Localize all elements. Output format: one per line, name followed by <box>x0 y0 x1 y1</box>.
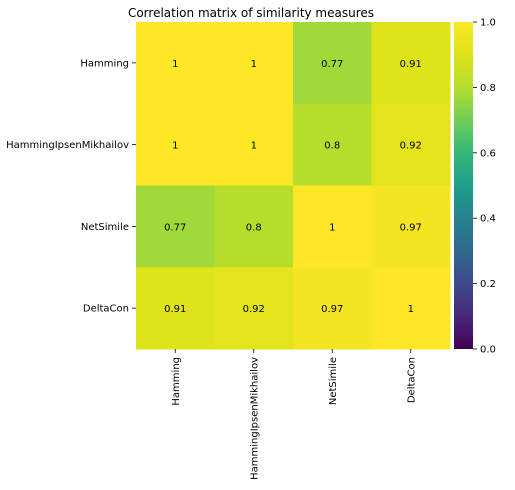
colorbar-tick-label-1: 0.2 <box>480 279 496 290</box>
cell-value-labels: 1 1 0.77 0.91 1 1 0.8 0.92 0.77 0.8 1 0.97 0.91 0.92 0… <box>164 59 422 315</box>
chart-title: Correlation matrix of similarity measure… <box>128 6 374 20</box>
cell-value-label-1-2: 0.8 <box>324 141 340 152</box>
cell-value-label-3-2: 0.97 <box>321 304 343 315</box>
cell-value-label-0-3: 0.91 <box>400 59 422 70</box>
heatmap-cell-1-3 <box>371 103 451 186</box>
row-tick-label-3: DeltaCon <box>83 304 129 315</box>
colorbar: 0.0 0.2 0.4 0.6 0.8 1.0 <box>454 18 496 356</box>
cell-value-label-1-1: 1 <box>251 141 257 152</box>
row-tick-labels: Hamming HammingIpsenMikhailov NetSimile Del… <box>6 58 136 315</box>
cell-value-label-0-1: 1 <box>251 59 257 70</box>
heatmap-cell-0-0 <box>136 22 215 105</box>
colorbar-tick-label-4: 0.8 <box>480 83 496 94</box>
heatmap-cell-0-1 <box>214 22 294 105</box>
column-tick-label-2: NetSimile <box>328 357 339 405</box>
cell-value-label-1-0: 1 <box>172 141 178 152</box>
heatmap-cell-0-2 <box>293 22 372 105</box>
cell-value-label-2-3: 0.97 <box>400 222 422 233</box>
colorbar-tick-label-0: 0.0 <box>480 345 496 356</box>
row-tick-label-2: NetSimile <box>81 222 129 233</box>
cell-value-label-0-2: 0.77 <box>321 59 343 70</box>
column-tick-label-0: Hamming <box>171 357 182 406</box>
heatmap-cell-2-0 <box>136 185 215 268</box>
row-tick-label-0: Hamming <box>80 58 129 69</box>
colorbar-tick-label-5: 1.0 <box>480 18 496 29</box>
heatmap-cell-3-1 <box>214 267 294 350</box>
heatmap-cell-1-0 <box>136 103 215 186</box>
colorbar-tick-label-3: 0.6 <box>480 148 496 159</box>
heatmap-cell-0-3 <box>371 22 451 105</box>
heatmap-cell-2-2 <box>293 185 372 268</box>
cell-value-label-3-0: 0.91 <box>164 304 186 315</box>
cell-value-label-3-1: 0.92 <box>243 304 265 315</box>
heatmap-cell-3-3 <box>371 267 451 350</box>
cell-value-label-3-3: 1 <box>408 304 414 315</box>
row-tick-label-1: HammingIpsenMikhailov <box>6 140 129 151</box>
column-tick-label-1: HammingIpsenMikhailov <box>249 357 260 480</box>
heatmap-cell-1-2 <box>293 103 372 186</box>
heatmap-cell-1-1 <box>214 103 294 186</box>
cell-value-label-2-0: 0.77 <box>164 222 186 233</box>
heatmap-cell-3-0 <box>136 267 215 350</box>
heatmap-cell-2-1 <box>214 185 294 268</box>
column-tick-labels: Hamming HammingIpsenMikhailov NetSimile Del… <box>171 349 417 480</box>
heatmap-cells <box>136 22 451 350</box>
colorbar-gradient <box>454 22 473 349</box>
column-tick-label-3: DeltaCon <box>406 357 417 403</box>
colorbar-ticks: 0.0 0.2 0.4 0.6 0.8 1.0 <box>473 18 496 356</box>
cell-value-label-0-0: 1 <box>172 59 178 70</box>
colorbar-tick-label-2: 0.4 <box>480 214 496 225</box>
cell-value-label-2-1: 0.8 <box>246 222 262 233</box>
cell-value-label-2-2: 1 <box>329 222 335 233</box>
heatmap-cell-3-2 <box>293 267 372 350</box>
heatmap-cell-2-3 <box>371 185 451 268</box>
cell-value-label-1-3: 0.92 <box>400 141 422 152</box>
